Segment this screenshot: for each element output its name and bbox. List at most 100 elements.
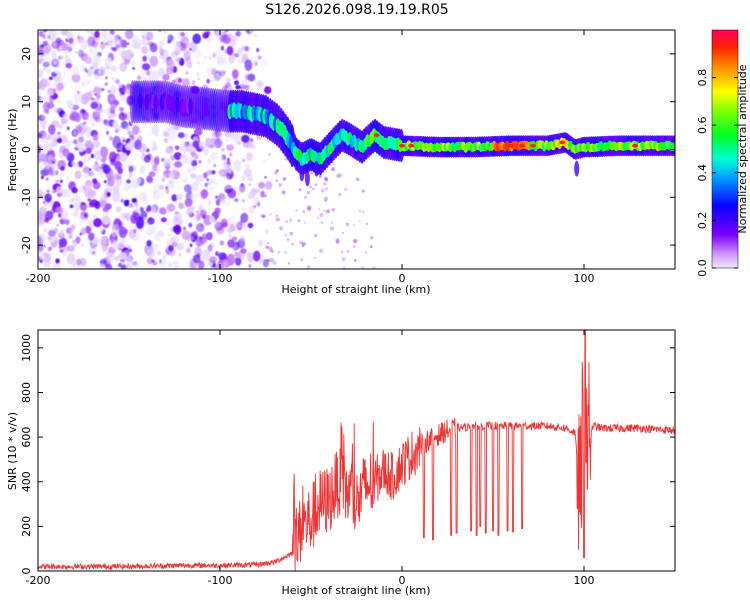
noise-spot <box>58 237 68 248</box>
faint-dot <box>282 177 287 181</box>
noise-spot <box>226 77 231 84</box>
noise-spot <box>200 223 204 228</box>
noise-spot <box>214 137 223 149</box>
noise-spot <box>145 31 154 41</box>
noise-spot <box>38 81 43 90</box>
noise-spot <box>248 205 255 215</box>
noise-spot <box>151 243 159 250</box>
y-tick-label: -10 <box>20 188 33 206</box>
noise-spot <box>61 30 69 36</box>
noise-spot <box>82 166 91 174</box>
noise-spot <box>48 229 56 237</box>
noise-spot <box>90 153 95 159</box>
noise-spot <box>153 157 160 166</box>
faint-dot <box>301 244 305 248</box>
noise-spot <box>247 222 254 229</box>
noise-spot <box>171 169 177 175</box>
noise-spot <box>110 65 118 72</box>
noise-spot <box>111 232 117 238</box>
noise-spot <box>242 207 245 211</box>
noise-spot <box>66 99 74 109</box>
y-tick-label: 1000 <box>20 334 33 362</box>
noise-spot <box>89 46 98 56</box>
noise-spot <box>215 256 220 260</box>
noise-spot <box>85 180 93 188</box>
noise-spot <box>61 209 69 221</box>
noise-spot <box>121 112 125 116</box>
noise-spot <box>166 246 169 250</box>
noise-spot <box>75 125 83 134</box>
y-tick-label: -20 <box>20 236 33 254</box>
noise-spot <box>95 53 100 60</box>
noise-spot <box>128 172 133 179</box>
noise-spot <box>72 66 80 76</box>
noise-spot <box>162 158 172 167</box>
noise-spot <box>74 170 82 180</box>
noise-spot <box>191 239 195 243</box>
faint-dot <box>279 226 284 231</box>
noise-spot <box>38 193 43 200</box>
noise-spot <box>43 43 52 54</box>
noise-spot <box>120 96 126 102</box>
x-tick-label: 0 <box>399 574 406 587</box>
noise-spot <box>88 168 92 172</box>
faint-dot <box>332 161 335 165</box>
noise-spot <box>55 84 63 93</box>
signal-track <box>129 80 675 187</box>
noise-spot <box>220 45 225 51</box>
faint-dot <box>289 218 293 221</box>
noise-spot <box>92 134 99 141</box>
faint-dot <box>323 182 327 186</box>
noise-spot <box>181 78 190 87</box>
faint-dot <box>289 231 294 236</box>
noise-spot <box>59 55 65 61</box>
noise-spot <box>134 139 142 151</box>
noise-spot <box>196 192 200 198</box>
noise-spot <box>91 97 95 101</box>
noise-spot <box>196 178 200 182</box>
noise-spot <box>102 109 107 113</box>
noise-spot <box>95 107 103 114</box>
noise-spot <box>85 140 89 145</box>
noise-spot <box>60 42 68 51</box>
noise-spot <box>264 229 270 234</box>
noise-spot <box>177 132 185 139</box>
noise-spot <box>221 154 225 158</box>
track-smear <box>314 160 319 177</box>
faint-dot <box>284 251 287 254</box>
noise-spot <box>66 45 72 52</box>
noise-spot <box>39 121 47 132</box>
noise-spot <box>109 105 116 114</box>
noise-spot <box>118 111 128 121</box>
noise-spot <box>116 255 120 261</box>
noise-spot <box>224 134 230 142</box>
noise-spot <box>209 138 217 148</box>
noise-spot <box>173 41 181 52</box>
snr-marks <box>38 330 675 571</box>
noise-spot <box>90 101 99 110</box>
noise-spot <box>253 197 260 205</box>
noise-spot <box>229 152 233 157</box>
x-tick-label: -200 <box>26 272 51 285</box>
noise-spot <box>42 40 48 46</box>
noise-spot <box>60 134 68 144</box>
noise-spot <box>157 67 165 77</box>
noise-spot <box>133 212 141 221</box>
noise-spot <box>143 199 149 205</box>
noise-spot <box>240 212 249 223</box>
noise-spot <box>52 133 60 140</box>
noise-spot <box>170 154 175 161</box>
spectrogram-ylabel: Frequency (Hz) <box>6 109 19 192</box>
faint-dot <box>329 226 335 231</box>
noise-spot <box>170 129 178 135</box>
noise-spot <box>114 160 122 171</box>
noise-spot <box>107 176 115 187</box>
faint-dot <box>338 193 342 197</box>
noise-spot <box>52 262 62 269</box>
noise-spot <box>126 179 131 184</box>
noise-spot <box>92 162 101 172</box>
faint-dot <box>353 259 357 262</box>
noise-spot <box>231 69 239 79</box>
noise-spot <box>167 244 175 252</box>
